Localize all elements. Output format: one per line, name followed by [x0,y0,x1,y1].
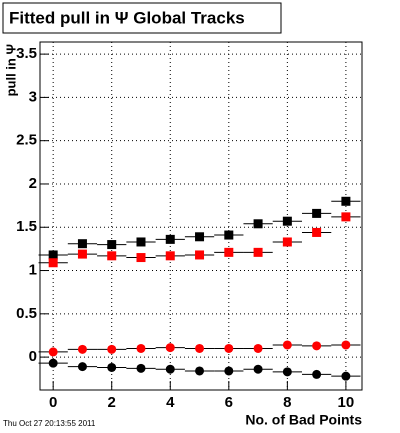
x-tick-label: 6 [225,394,233,411]
x-tick-label: 4 [166,394,175,411]
marker [48,250,58,260]
marker [224,247,234,257]
marker [253,343,263,353]
marker [282,340,292,350]
marker [253,247,263,257]
marker [136,343,146,353]
y-axis-label: pull in Ψ [3,44,18,96]
marker [48,358,58,368]
marker [341,196,351,206]
y-tick-label: 1.5 [16,218,37,235]
title-box [2,2,282,34]
x-tick-label: 8 [283,394,291,411]
marker [312,227,322,237]
marker [224,366,234,376]
marker [77,362,87,372]
marker [341,371,351,381]
marker [107,240,117,250]
marker [48,258,58,268]
marker [341,212,351,222]
marker [165,364,175,374]
marker [48,347,58,357]
marker [282,216,292,226]
x-tick-label: 2 [108,394,116,411]
marker [165,343,175,353]
y-tick-label: 0 [29,348,37,365]
marker [165,234,175,244]
marker [195,232,205,242]
y-tick-label: 3 [29,88,37,105]
marker [282,367,292,377]
marker [165,251,175,261]
marker [282,237,292,247]
marker [77,344,87,354]
y-tick-label: 3.5 [16,45,37,62]
plot-frame [39,41,363,391]
marker [136,253,146,263]
marker [77,239,87,249]
marker [341,340,351,350]
marker [107,251,117,261]
y-tick-label: 0.5 [16,305,37,322]
marker [224,230,234,240]
marker [195,366,205,376]
marker [253,219,263,229]
marker [107,344,117,354]
marker [312,341,322,351]
footer-date: Thu Oct 27 20:13:55 2011 [3,419,96,428]
marker [107,362,117,372]
x-axis-label: No. of Bad Points [245,412,362,428]
x-tick-label: 0 [49,394,57,411]
marker [195,343,205,353]
y-tick-label: 2.5 [16,132,37,149]
y-tick-label: 2 [29,175,37,192]
y-tick-label: 1 [29,262,37,279]
marker [77,249,87,259]
marker [312,208,322,218]
marker [224,343,234,353]
marker [195,250,205,260]
marker [136,363,146,373]
x-tick-label: 10 [338,394,355,411]
chart-title: Fitted pull in Ψ Global Tracks [9,8,245,27]
marker [253,364,263,374]
marker [136,237,146,247]
marker [312,369,322,379]
